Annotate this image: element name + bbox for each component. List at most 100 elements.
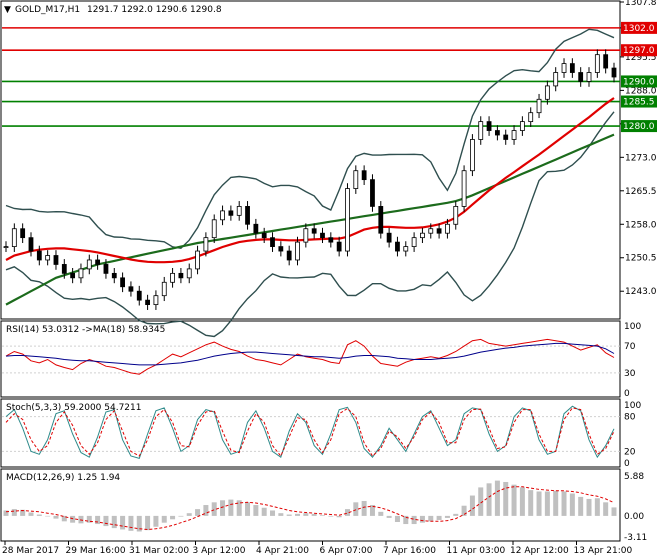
candle-body [519,121,525,131]
macd-tick-label: 5.88 [624,472,644,482]
level-tag-resistance [621,44,657,57]
macd-pane [0,468,621,542]
macd-hist-bar [136,515,142,532]
macd-hist-bar [611,507,617,516]
candle-body [328,237,334,243]
candle-body [286,250,292,261]
level-tag-label: 1290.0 [623,77,655,87]
stoch-tick-label: 20 [624,447,636,457]
macd-hist-bar [220,500,226,516]
price-title: GOLD_M17,H1 [15,5,80,15]
rsi-title: RSI(14) 53.0312 ->MA(18) 58.9345 [6,325,165,335]
candle-body [511,130,517,140]
macd-hist-bar [61,515,67,522]
macd-hist-bar [536,491,542,516]
candle-body [278,246,284,252]
candle-body [503,134,509,140]
macd-hist-bar [145,515,151,531]
macd-hist-bar [203,505,209,516]
rsi-tick-label: 30 [624,369,636,379]
time-tick-label: 11 Apr 03:00 [447,546,506,556]
candle-body [436,228,442,234]
macd-signal-line [5,486,615,531]
candle-body [78,268,84,279]
bollinger-upper-line [5,28,615,250]
candle-body [303,228,309,243]
time-tick-label: 31 Mar 02:00 [129,546,189,556]
level-tag-label: 1297.0 [623,46,655,56]
macd-hist-bar [419,515,425,523]
macd-hist-bar [36,514,42,516]
candle-body [270,237,275,247]
macd-hist-bar [378,511,384,516]
macd-hist-bar [544,491,550,516]
macd-hist-bar [311,513,317,516]
stoch-tick-label: 0 [624,459,630,469]
level-tag-resistance [621,21,657,34]
price-pane [0,0,621,320]
candle-body [494,130,500,136]
candle-body [111,272,117,279]
stoch-title: Stoch(5,3,3) 59.2000 54.7211 [6,403,141,413]
macd-hist-bar [603,502,609,516]
candle-body [461,170,467,207]
candle-body [186,268,192,279]
candle-body [128,286,134,292]
macd-hist-bar [469,495,475,516]
candle-body [403,246,409,252]
candle-body [211,219,217,239]
macd-hist-bar [270,510,276,516]
macd-hist-bar [45,515,51,517]
candle-body [561,63,567,73]
macd-hist-bar [494,480,500,516]
macd-hist-bar [478,487,484,516]
macd-hist-bar [528,490,534,516]
macd-hist-bar [28,512,34,516]
candle-body [95,259,101,265]
candle-body [136,290,142,301]
ohlc-readout: 1291.7 1292.0 1290.6 1290.8 [87,5,222,15]
macd-hist-bar [403,515,409,525]
price-tick-label: 1250.5 [625,254,657,264]
candle-body [161,281,167,297]
macd-hist-bar [486,483,492,516]
macd-hist-bar [111,515,117,529]
macd-hist-bar [344,509,350,516]
level-tag-label: 1285.5 [623,98,655,108]
candle-body [195,250,200,270]
macd-hist-bar [553,490,559,516]
macd-hist-bar [436,515,442,520]
price-tick-label: 1288.0 [625,86,657,96]
macd-hist-bar [319,515,325,516]
collapse-triangle-icon[interactable]: ▼ [4,5,11,15]
price-tick-label: 1243.0 [625,287,657,297]
macd-hist-bar [20,509,26,516]
macd-hist-bar [411,515,417,525]
macd-hist-bar [253,505,259,516]
macd-hist-bar [386,515,392,518]
macd-tick-label: -3.11 [624,533,647,543]
candle-body [569,63,575,73]
candle-body [178,272,184,279]
candle-body [11,228,17,247]
candle-body [378,206,384,234]
candle-body [603,54,609,69]
level-tag-label: 1280.0 [623,122,655,132]
macd-hist-bar [120,515,126,530]
bollinger-lower-line [5,111,615,338]
candle-body [53,255,59,265]
candle-body [20,228,26,239]
level-tag-support [621,95,657,108]
time-tick-label: 12 Apr 12:00 [510,546,569,556]
stoch-series-0 [5,405,615,460]
candle-body [320,232,325,239]
stoch-tick-label: 100 [624,401,641,411]
macd-hist-bar [86,515,92,523]
macd-hist-bar [128,515,134,531]
macd-hist-bar [561,491,567,516]
level-tag-label: 1302.0 [623,24,655,34]
candle-body [586,72,592,82]
rsi-tick-label: 100 [624,322,641,332]
candle-body [420,232,425,239]
candle-body [311,228,317,234]
